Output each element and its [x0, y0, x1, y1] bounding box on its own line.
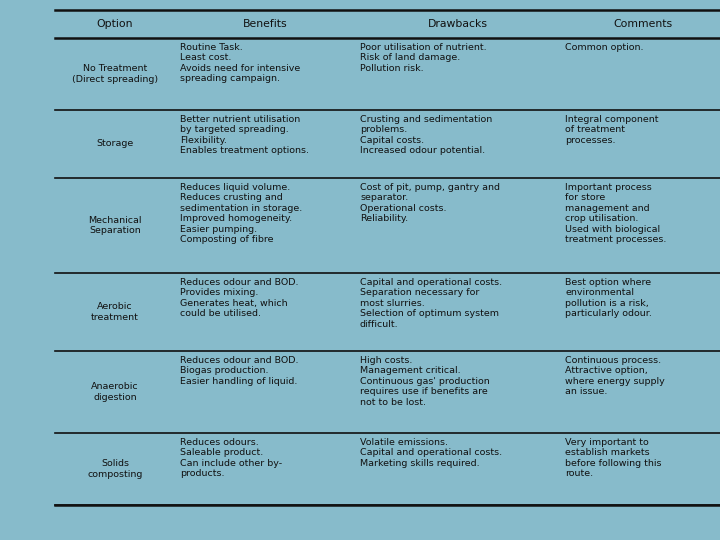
Text: Volatile emissions.
Capital and operational costs.
Marketing skills required.: Volatile emissions. Capital and operatio… — [360, 438, 502, 468]
Text: Common option.: Common option. — [565, 43, 644, 52]
Text: Reduces odour and BOD.
Provides mixing.
Generates heat, which
could be utilised.: Reduces odour and BOD. Provides mixing. … — [180, 278, 299, 318]
Text: Reduces odour and BOD.
Biogas production.
Easier handling of liquid.: Reduces odour and BOD. Biogas production… — [180, 356, 299, 386]
Text: High costs.
Management critical.
Continuous gas' production
requires use if bene: High costs. Management critical. Continu… — [360, 356, 490, 407]
Text: Continuous process.
Attractive option,
where energy supply
an issue.: Continuous process. Attractive option, w… — [565, 356, 665, 396]
Text: Better nutrient utilisation
by targeted spreading.
Flexibility.
Enables treatmen: Better nutrient utilisation by targeted … — [180, 115, 309, 155]
Text: Poor utilisation of nutrient.
Risk of land damage.
Pollution risk.: Poor utilisation of nutrient. Risk of la… — [360, 43, 487, 73]
Text: No Treatment
(Direct spreading): No Treatment (Direct spreading) — [72, 64, 158, 84]
Text: Benefits: Benefits — [243, 19, 287, 29]
Text: Very important to
establish markets
before following this
route.: Very important to establish markets befo… — [565, 438, 662, 478]
Text: Option: Option — [96, 19, 133, 29]
Text: Anaerobic
digestion: Anaerobic digestion — [91, 382, 139, 402]
Text: Storage: Storage — [96, 139, 134, 148]
Text: Mechanical
Separation: Mechanical Separation — [89, 216, 142, 235]
Text: Drawbacks: Drawbacks — [428, 19, 487, 29]
Text: Routine Task.
Least cost.
Avoids need for intensive
spreading campaign.: Routine Task. Least cost. Avoids need fo… — [180, 43, 300, 83]
Text: Reduces liquid volume.
Reduces crusting and
sedimentation in storage.
Improved h: Reduces liquid volume. Reduces crusting … — [180, 183, 302, 244]
Text: Reduces odours.
Saleable product.
Can include other by-
products.: Reduces odours. Saleable product. Can in… — [180, 438, 282, 478]
Text: Cost of pit, pump, gantry and
separator.
Operational costs.
Reliability.: Cost of pit, pump, gantry and separator.… — [360, 183, 500, 223]
Text: Capital and operational costs.
Separation necessary for
most slurries.
Selection: Capital and operational costs. Separatio… — [360, 278, 502, 329]
Text: Integral component
of treatment
processes.: Integral component of treatment processe… — [565, 115, 659, 145]
Text: Important process
for store
management and
crop utilisation.
Used with biologica: Important process for store management a… — [565, 183, 667, 244]
Text: Comments: Comments — [613, 19, 672, 29]
Text: Best option where
environmental
pollution is a risk,
particularly odour.: Best option where environmental pollutio… — [565, 278, 652, 318]
Text: Solids
composting: Solids composting — [87, 460, 143, 478]
Text: Aerobic
treatment: Aerobic treatment — [91, 302, 139, 322]
Text: Crusting and sedimentation
problems.
Capital costs.
Increased odour potential.: Crusting and sedimentation problems. Cap… — [360, 115, 492, 155]
